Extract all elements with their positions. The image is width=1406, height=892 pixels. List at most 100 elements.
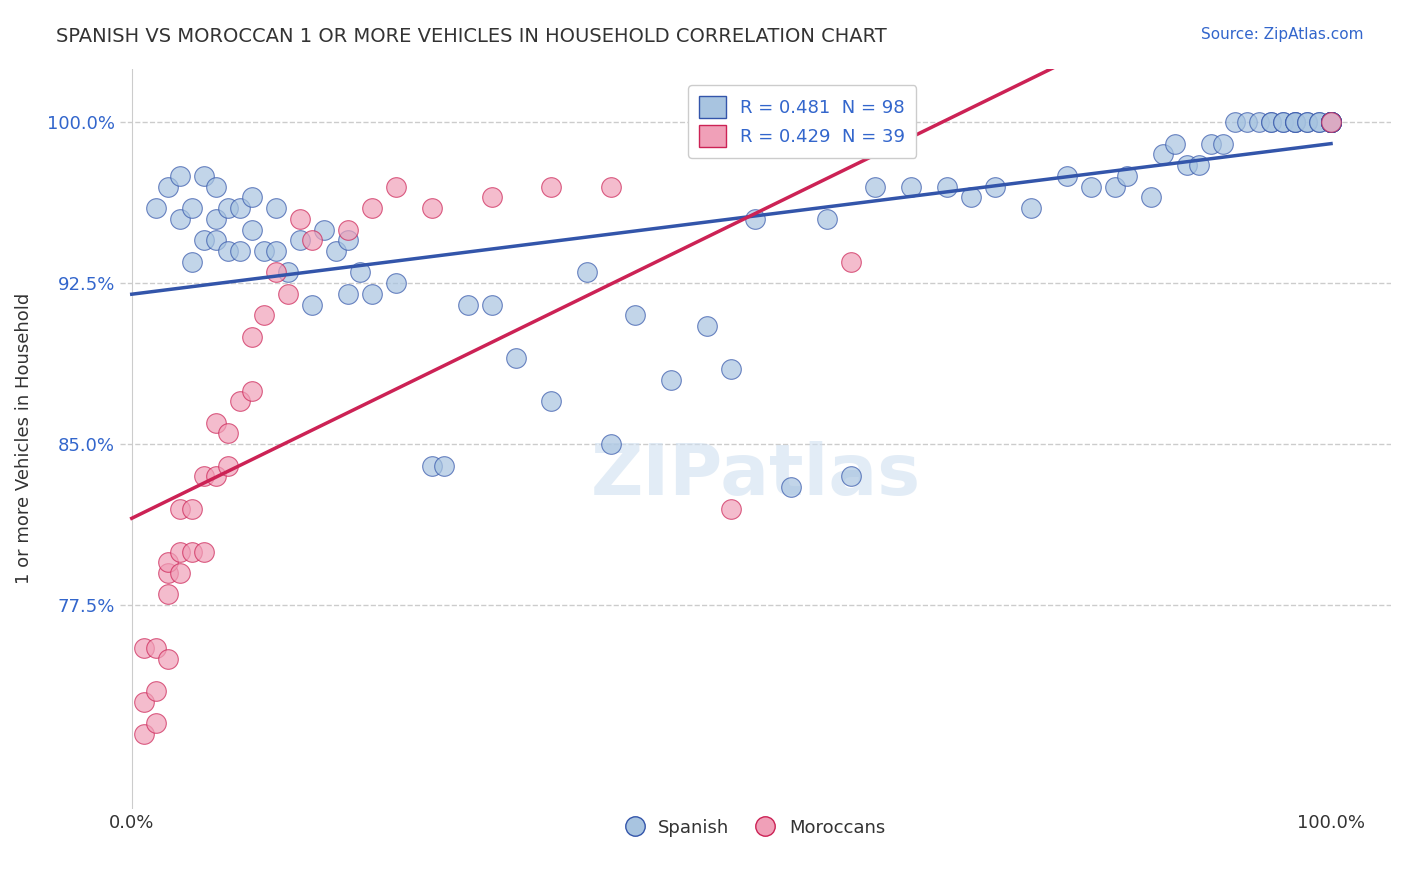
Point bbox=[240, 384, 263, 398]
Point bbox=[936, 179, 959, 194]
Point bbox=[600, 179, 623, 194]
Point bbox=[156, 587, 179, 601]
Point bbox=[1320, 115, 1343, 129]
Point bbox=[1320, 115, 1343, 129]
Point bbox=[360, 287, 382, 301]
Point bbox=[1188, 158, 1211, 172]
Point bbox=[217, 426, 239, 441]
Point bbox=[336, 233, 359, 247]
Point bbox=[1320, 115, 1343, 129]
Point bbox=[169, 544, 191, 558]
Point bbox=[217, 201, 239, 215]
Point bbox=[1320, 115, 1343, 129]
Point bbox=[384, 276, 406, 290]
Point bbox=[900, 179, 922, 194]
Point bbox=[156, 555, 179, 569]
Point bbox=[1223, 115, 1246, 129]
Point bbox=[1175, 158, 1198, 172]
Point bbox=[744, 211, 766, 226]
Point bbox=[204, 211, 226, 226]
Legend: Spanish, Moroccans: Spanish, Moroccans bbox=[619, 812, 893, 845]
Point bbox=[839, 254, 862, 268]
Point bbox=[217, 458, 239, 473]
Point bbox=[1320, 115, 1343, 129]
Point bbox=[1284, 115, 1306, 129]
Point bbox=[253, 309, 276, 323]
Point bbox=[277, 287, 299, 301]
Point bbox=[1320, 115, 1343, 129]
Point bbox=[264, 265, 287, 279]
Point bbox=[457, 298, 479, 312]
Point bbox=[193, 544, 215, 558]
Point bbox=[720, 501, 742, 516]
Point bbox=[1320, 115, 1343, 129]
Point bbox=[600, 437, 623, 451]
Point bbox=[696, 319, 718, 334]
Point bbox=[145, 201, 167, 215]
Point bbox=[1199, 136, 1222, 151]
Point bbox=[1308, 115, 1330, 129]
Point bbox=[204, 233, 226, 247]
Point bbox=[1236, 115, 1258, 129]
Point bbox=[481, 298, 503, 312]
Text: SPANISH VS MOROCCAN 1 OR MORE VEHICLES IN HOUSEHOLD CORRELATION CHART: SPANISH VS MOROCCAN 1 OR MORE VEHICLES I… bbox=[56, 27, 887, 45]
Point bbox=[1019, 201, 1042, 215]
Point bbox=[1116, 169, 1139, 183]
Point bbox=[1212, 136, 1234, 151]
Point bbox=[204, 469, 226, 483]
Point bbox=[865, 179, 887, 194]
Point bbox=[277, 265, 299, 279]
Point bbox=[1320, 115, 1343, 129]
Point bbox=[1320, 115, 1343, 129]
Point bbox=[624, 309, 647, 323]
Point bbox=[984, 179, 1007, 194]
Point bbox=[1320, 115, 1343, 129]
Point bbox=[228, 201, 250, 215]
Point bbox=[1320, 115, 1343, 129]
Point bbox=[420, 458, 443, 473]
Point bbox=[132, 641, 155, 656]
Point bbox=[180, 501, 202, 516]
Point bbox=[1056, 169, 1078, 183]
Point bbox=[481, 190, 503, 204]
Point bbox=[240, 330, 263, 344]
Point bbox=[1320, 115, 1343, 129]
Point bbox=[204, 416, 226, 430]
Point bbox=[1272, 115, 1295, 129]
Point bbox=[661, 373, 683, 387]
Point bbox=[193, 469, 215, 483]
Point bbox=[1249, 115, 1271, 129]
Point bbox=[1320, 115, 1343, 129]
Point bbox=[240, 222, 263, 236]
Point bbox=[228, 394, 250, 409]
Point bbox=[1080, 179, 1102, 194]
Point bbox=[288, 233, 311, 247]
Point bbox=[1296, 115, 1319, 129]
Point bbox=[1320, 115, 1343, 129]
Point bbox=[169, 169, 191, 183]
Point bbox=[336, 287, 359, 301]
Point bbox=[505, 351, 527, 366]
Point bbox=[960, 190, 983, 204]
Point bbox=[193, 233, 215, 247]
Point bbox=[145, 641, 167, 656]
Point bbox=[360, 201, 382, 215]
Point bbox=[145, 684, 167, 698]
Point bbox=[217, 244, 239, 258]
Point bbox=[1164, 136, 1187, 151]
Point bbox=[1140, 190, 1163, 204]
Point bbox=[156, 652, 179, 666]
Text: ZIPatlas: ZIPatlas bbox=[591, 442, 921, 510]
Point bbox=[1320, 115, 1343, 129]
Point bbox=[180, 254, 202, 268]
Text: Source: ZipAtlas.com: Source: ZipAtlas.com bbox=[1201, 27, 1364, 42]
Point bbox=[384, 179, 406, 194]
Point bbox=[780, 480, 803, 494]
Point bbox=[1296, 115, 1319, 129]
Point bbox=[336, 222, 359, 236]
Point bbox=[193, 169, 215, 183]
Point bbox=[1320, 115, 1343, 129]
Point bbox=[145, 716, 167, 731]
Point bbox=[1320, 115, 1343, 129]
Point bbox=[839, 469, 862, 483]
